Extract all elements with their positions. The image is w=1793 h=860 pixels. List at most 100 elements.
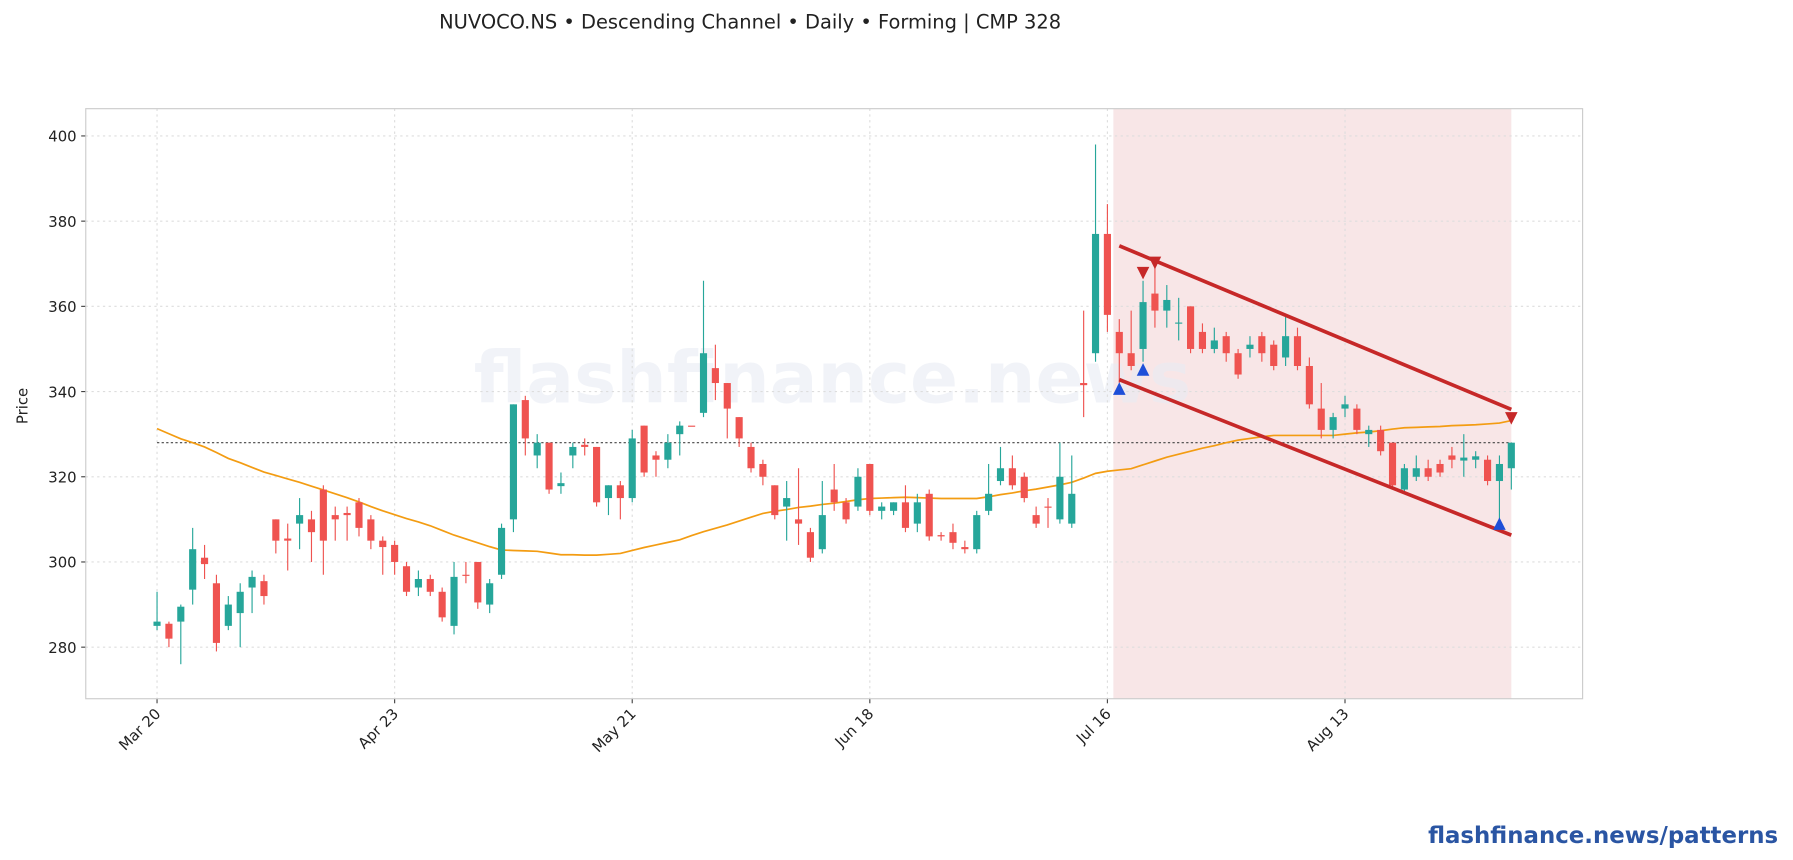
pivot-peak — [1136, 266, 1150, 280]
candle-body — [557, 483, 565, 487]
candle-body — [177, 606, 185, 622]
candle-body — [949, 532, 957, 543]
candle-body — [1139, 302, 1147, 349]
candle-body — [533, 442, 541, 456]
candle-body — [961, 547, 969, 550]
candle-body — [212, 583, 221, 643]
candle-body — [913, 502, 921, 524]
candle-body — [450, 576, 458, 626]
chart-title: NUVOCO.NS • Descending Channel • Daily •… — [439, 11, 1061, 34]
candle-body — [901, 502, 910, 528]
candle-body — [794, 519, 803, 524]
x-tick-label: Aug 13 — [1302, 705, 1352, 755]
y-tick-label: 300 — [48, 554, 76, 572]
candle-body — [1103, 233, 1111, 315]
candle-body — [747, 446, 755, 469]
candle-body — [1115, 331, 1123, 354]
candle-body — [1388, 442, 1397, 486]
candle-body — [842, 502, 850, 520]
candle-body — [379, 540, 387, 548]
candle-body — [640, 425, 648, 473]
candle-body — [1258, 336, 1266, 354]
candle-body — [1198, 331, 1207, 349]
candle-body — [1507, 442, 1515, 469]
candle-body — [236, 591, 244, 614]
candle-body — [1210, 340, 1218, 349]
candle-body — [307, 519, 316, 533]
candle-body — [272, 519, 280, 541]
candle-body — [1282, 336, 1290, 358]
candle-body — [1008, 468, 1016, 486]
candle-body — [1293, 336, 1302, 366]
candle-body — [664, 442, 672, 460]
candle-body — [1353, 408, 1361, 430]
y-axis-label: Price — [13, 388, 31, 424]
candle-body — [854, 476, 862, 507]
candle-body — [569, 446, 577, 456]
pivot-peak — [1505, 412, 1518, 425]
candle-body — [1056, 476, 1064, 520]
candle-body — [771, 485, 779, 516]
candle-body — [878, 506, 886, 511]
candle-body — [1234, 353, 1242, 375]
candle-body — [1460, 457, 1468, 461]
pivot-trough — [1113, 382, 1126, 395]
pivot-trough — [1136, 363, 1150, 376]
candle-body — [1032, 515, 1040, 524]
candle-body — [1175, 322, 1183, 324]
candle-body — [474, 561, 482, 603]
candle-body — [973, 515, 981, 550]
candle-body — [497, 527, 506, 575]
candle-body — [604, 485, 613, 499]
candle-body — [783, 498, 791, 507]
candle-body — [367, 519, 375, 541]
pivot-trough — [1493, 517, 1506, 530]
y-tick-label: 340 — [48, 383, 76, 401]
candle-body — [830, 489, 838, 503]
candle-body — [628, 438, 636, 499]
candle-body — [1270, 344, 1278, 366]
candle-body — [1163, 299, 1171, 311]
candle-body — [296, 515, 304, 524]
candle-body — [284, 538, 292, 541]
candle-body — [1091, 233, 1100, 354]
x-tick-label: Apr 23 — [354, 705, 402, 753]
candle-body — [925, 493, 933, 537]
candle-body — [1472, 456, 1480, 460]
candle-body — [1317, 408, 1325, 430]
candle-body — [153, 621, 161, 626]
candle-body — [676, 425, 684, 435]
candle-body — [509, 404, 517, 520]
plot-frame — [85, 108, 1584, 700]
candle-body — [1020, 476, 1028, 499]
candle-body — [1068, 493, 1076, 524]
candle-body — [806, 532, 814, 558]
candle-body — [1080, 383, 1088, 386]
y-tick-label: 360 — [48, 298, 76, 316]
candle-body — [652, 455, 660, 460]
y-tick-label: 400 — [48, 128, 76, 146]
candle-body — [200, 557, 209, 565]
candle-body — [616, 485, 624, 499]
watermark: flashfinance.news — [474, 337, 1191, 420]
candle-body — [818, 515, 826, 550]
candle-body — [355, 502, 363, 528]
candle-body — [1495, 463, 1504, 482]
x-tick-label: Jul 16 — [1072, 705, 1115, 748]
candle-body — [937, 535, 945, 537]
candle-body — [1305, 365, 1313, 405]
candle-body — [414, 579, 422, 588]
candle-body — [165, 623, 173, 639]
candle-body — [189, 549, 197, 590]
candle-body — [1436, 463, 1444, 473]
candle-body — [996, 468, 1005, 482]
candle-body — [735, 417, 743, 439]
candle-body — [688, 425, 696, 427]
candle-body — [1329, 417, 1337, 430]
candle-body — [711, 368, 719, 384]
candle-body — [319, 489, 327, 541]
candle-body — [486, 583, 494, 605]
candle-body — [1151, 293, 1159, 311]
y-tick-label: 320 — [48, 468, 76, 486]
